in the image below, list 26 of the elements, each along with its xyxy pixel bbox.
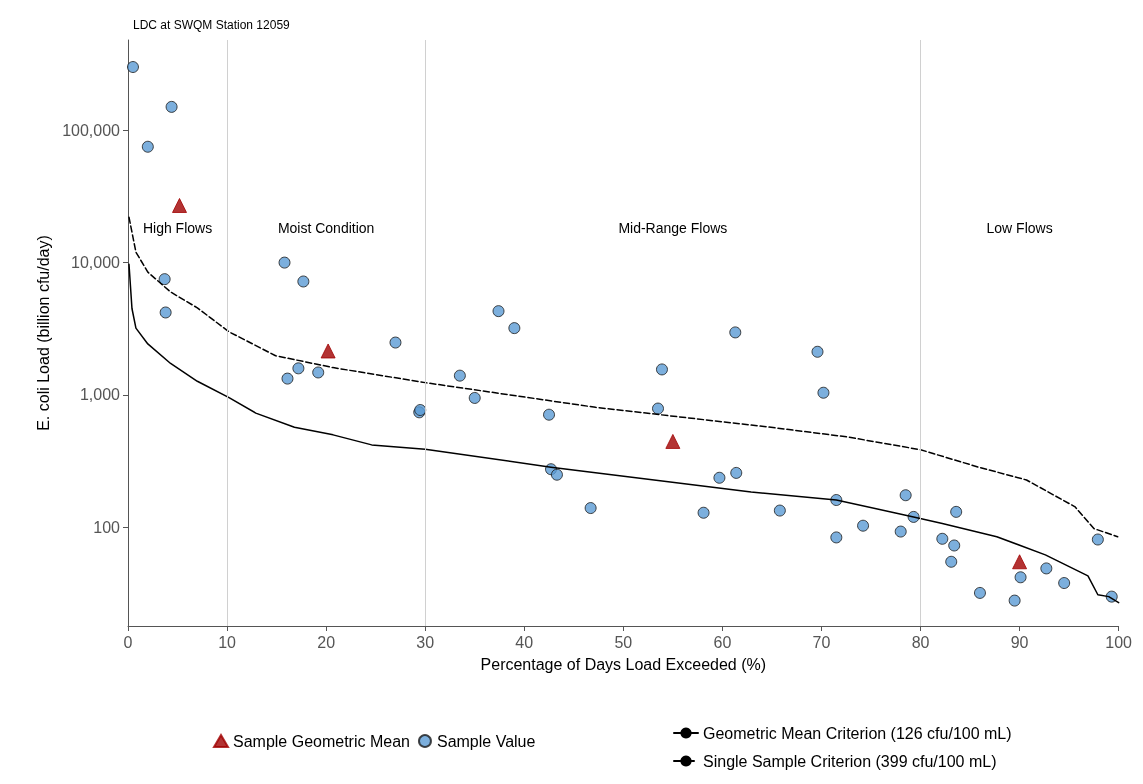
legend-label: Single Sample Criterion (399 cfu/100 mL): [703, 752, 997, 770]
legend-label: Geometric Mean Criterion (126 cfu/100 mL): [703, 724, 1012, 742]
y-tick-label: 100,000: [62, 121, 121, 139]
x-axis-title: Percentage of Days Load Exceeded (%): [480, 655, 767, 673]
annotation: High Flows: [142, 219, 213, 236]
x-tick-label: 50: [614, 633, 633, 651]
x-tick-label: 100: [1105, 633, 1133, 651]
legend-label: Sample Geometric Mean: [233, 732, 410, 750]
y-tick-label: 100: [93, 518, 121, 536]
annotation: Moist Condition: [277, 219, 375, 236]
x-tick-label: 20: [317, 633, 336, 651]
x-tick-label: 70: [812, 633, 831, 651]
x-tick-label: 10: [218, 633, 237, 651]
x-tick-label: 30: [416, 633, 435, 651]
x-tick-label: 40: [515, 633, 534, 651]
x-tick-label: 0: [123, 633, 133, 651]
chart-title: LDC at SWQM Station 12059: [133, 18, 291, 32]
legend-label: Sample Value: [436, 732, 536, 750]
annotation: Mid-Range Flows: [618, 219, 728, 236]
annotation: Low Flows: [986, 219, 1053, 236]
y-axis-title: E. coli Load (billion cfu/day): [34, 235, 52, 431]
x-tick-label: 80: [911, 633, 930, 651]
x-tick-label: 90: [1010, 633, 1029, 651]
x-tick-label: 60: [713, 633, 732, 651]
y-tick-label: 1,000: [79, 386, 121, 404]
y-tick-label: 10,000: [71, 254, 121, 272]
